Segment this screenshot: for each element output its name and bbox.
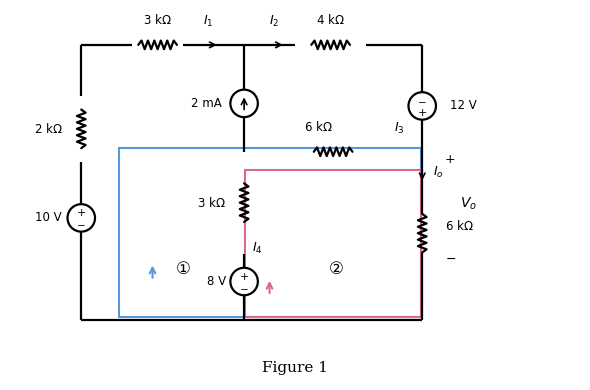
Text: 6 k$\Omega$: 6 k$\Omega$ <box>304 120 332 134</box>
Text: 2 k$\Omega$: 2 k$\Omega$ <box>34 122 63 136</box>
Text: $-$: $-$ <box>445 252 456 265</box>
Text: $I_o$: $I_o$ <box>434 165 444 180</box>
Text: $I_2$: $I_2$ <box>270 14 280 28</box>
Text: 12 V: 12 V <box>450 99 477 112</box>
Text: ②: ② <box>328 260 343 278</box>
Circle shape <box>408 92 436 120</box>
Circle shape <box>230 268 258 295</box>
Text: ①: ① <box>176 260 191 278</box>
Text: $I_3$: $I_3$ <box>394 121 405 136</box>
Text: Figure 1: Figure 1 <box>262 361 328 375</box>
Text: 4 k$\Omega$: 4 k$\Omega$ <box>316 13 345 27</box>
Text: $+$: $+$ <box>417 106 427 117</box>
Text: 8 V: 8 V <box>206 275 226 288</box>
Text: $I_4$: $I_4$ <box>252 241 263 256</box>
Text: 10 V: 10 V <box>35 211 61 224</box>
Text: $-$: $-$ <box>77 219 86 229</box>
Text: 6 k$\Omega$: 6 k$\Omega$ <box>445 218 474 232</box>
Circle shape <box>230 90 258 117</box>
Text: $+$: $+$ <box>76 207 86 218</box>
Text: 3 k$\Omega$: 3 k$\Omega$ <box>196 196 225 210</box>
Text: +: + <box>445 153 455 166</box>
Text: $+$: $+$ <box>239 271 249 282</box>
Text: 2 mA: 2 mA <box>191 97 221 110</box>
Circle shape <box>67 204 95 232</box>
Text: $-$: $-$ <box>240 283 249 292</box>
Text: $-$: $-$ <box>417 96 427 106</box>
Text: $V_o$: $V_o$ <box>460 195 477 212</box>
Text: $I_1$: $I_1$ <box>204 14 214 28</box>
Text: 3 k$\Omega$: 3 k$\Omega$ <box>143 13 172 27</box>
